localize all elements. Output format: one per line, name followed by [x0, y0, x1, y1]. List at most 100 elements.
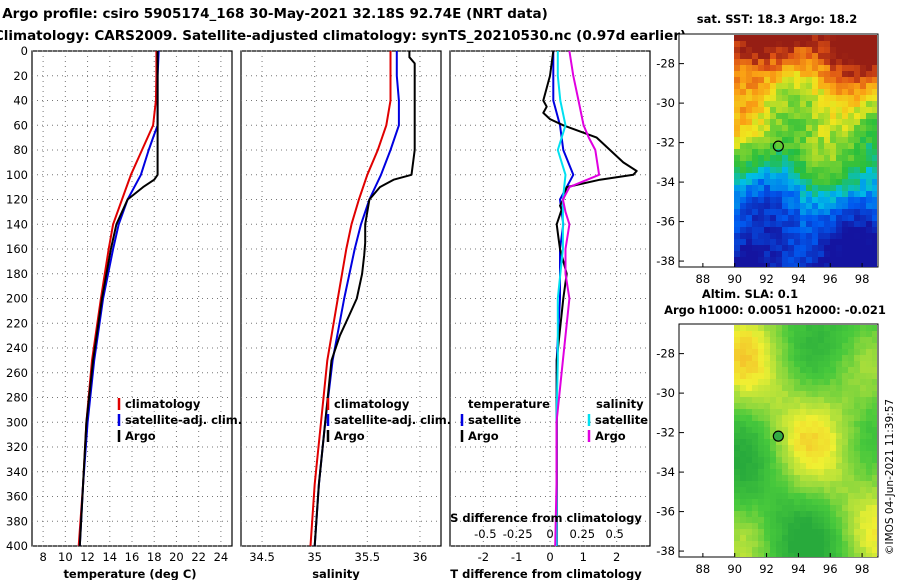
map-cell	[782, 373, 788, 379]
map-cell	[806, 379, 812, 385]
map-cell	[872, 89, 877, 95]
map-cell	[776, 227, 782, 233]
map-cell	[812, 107, 818, 113]
map-cell	[818, 475, 824, 481]
map-cell	[758, 245, 764, 251]
map-cell	[788, 185, 794, 191]
map-cell	[806, 203, 812, 209]
map-cell	[758, 433, 764, 439]
map-cell	[836, 421, 842, 427]
map-cell	[734, 173, 740, 179]
map-cell	[836, 185, 842, 191]
map-cell	[836, 53, 842, 59]
map-cell	[776, 221, 782, 227]
map-cell	[782, 541, 788, 547]
map-cell	[818, 463, 824, 469]
map-cell	[752, 107, 758, 113]
depth-tick-label: 380	[6, 514, 28, 528]
map-cell	[800, 325, 806, 331]
map-cell	[860, 529, 866, 535]
map-cell	[818, 487, 824, 493]
map-cell	[764, 493, 770, 499]
map-cell	[782, 191, 788, 197]
map-cell	[872, 385, 877, 391]
map-cell	[854, 221, 860, 227]
map-cell	[824, 499, 830, 505]
map-cell	[854, 203, 860, 209]
map-cell	[758, 367, 764, 373]
map-cell	[734, 367, 740, 373]
map-cell	[734, 349, 740, 355]
map-cell	[866, 487, 872, 493]
map-cell	[770, 113, 776, 119]
map-cell	[782, 439, 788, 445]
map-cell	[782, 113, 788, 119]
series-line-s-argo	[554, 50, 601, 547]
map-cell	[854, 391, 860, 397]
map-cell	[854, 215, 860, 221]
map-cell	[734, 451, 740, 457]
legend-temperature-title: temperature	[468, 397, 550, 411]
map-cell	[860, 257, 866, 263]
map-cell	[860, 65, 866, 71]
map-cell	[818, 47, 824, 53]
map-cell	[842, 59, 848, 65]
map-cell	[836, 439, 842, 445]
map-cell	[764, 155, 770, 161]
map-cell	[860, 379, 866, 385]
map-cell	[776, 469, 782, 475]
map-cell	[854, 233, 860, 239]
map-cell	[812, 197, 818, 203]
map-cell	[830, 367, 836, 373]
map-cell	[800, 161, 806, 167]
map-cell	[740, 221, 746, 227]
map-cell	[854, 125, 860, 131]
x-tick-label: -1	[511, 550, 522, 564]
map-cell	[770, 251, 776, 257]
map-cell	[758, 251, 764, 257]
temperature-xlabel: temperature (deg C)	[63, 567, 196, 580]
map-cell	[740, 403, 746, 409]
map-cell	[860, 445, 866, 451]
map-cell	[740, 35, 746, 41]
map-cell	[764, 337, 770, 343]
map-cell	[836, 349, 842, 355]
map-cell	[740, 445, 746, 451]
title-line-1: Argo profile: csiro 5905174_168 30-May-2…	[2, 6, 548, 22]
map-cell	[800, 349, 806, 355]
map-cell	[758, 487, 764, 493]
map-cell	[776, 239, 782, 245]
map-cell	[776, 403, 782, 409]
map-cell	[752, 161, 758, 167]
map-cell	[860, 553, 866, 557]
map-cell	[818, 427, 824, 433]
map-cell	[752, 227, 758, 233]
map-cell	[758, 517, 764, 523]
map-cell	[824, 367, 830, 373]
map-cell	[794, 179, 800, 185]
map-cell	[746, 421, 752, 427]
map-cell	[770, 209, 776, 215]
map-cell	[770, 71, 776, 77]
map-cell	[758, 95, 764, 101]
map-cell	[746, 119, 752, 125]
map-cell	[776, 65, 782, 71]
map-cell	[746, 53, 752, 59]
map-cell	[806, 53, 812, 59]
map-cell	[788, 439, 794, 445]
map-cell	[824, 469, 830, 475]
map-cell	[866, 409, 872, 415]
map-cell	[848, 427, 854, 433]
map-cell	[830, 95, 836, 101]
map-cell	[854, 239, 860, 245]
map-cell	[872, 469, 877, 475]
map-cell	[746, 71, 752, 77]
map-cell	[758, 185, 764, 191]
map-cell	[794, 59, 800, 65]
map-cell	[854, 143, 860, 149]
profile-location-marker	[772, 430, 784, 442]
map-cell	[740, 505, 746, 511]
map-cell	[782, 451, 788, 457]
map-cell	[782, 547, 788, 553]
map-cell	[866, 349, 872, 355]
